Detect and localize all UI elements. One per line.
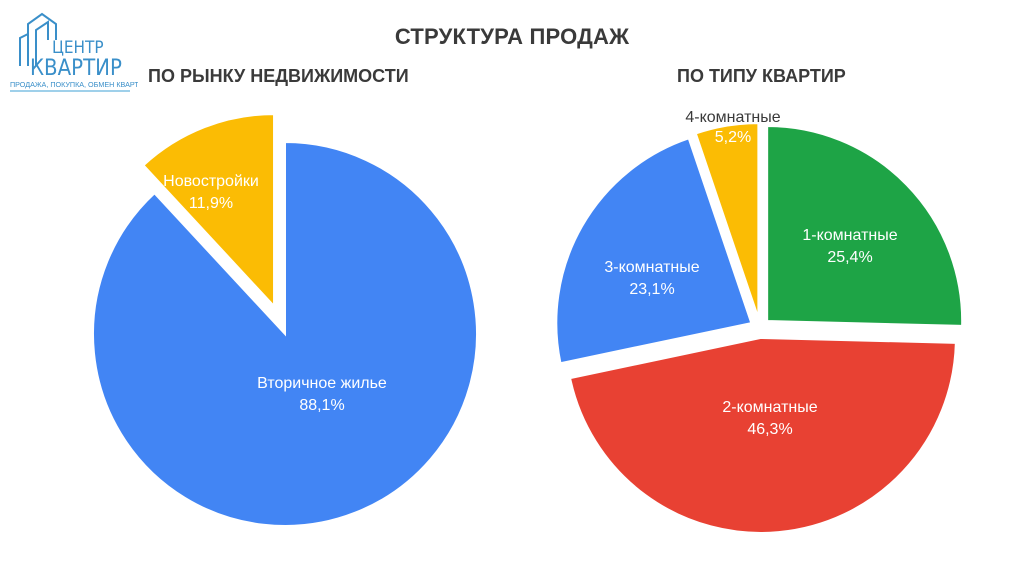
logo-line2: КВАРТИР bbox=[30, 56, 122, 81]
logo-line1: ЦЕНТР bbox=[52, 38, 104, 58]
slice-label: 1-комнатные bbox=[802, 227, 897, 244]
slice-value-label: 46,3% bbox=[747, 421, 792, 438]
slice-label: 3-комнатные bbox=[604, 259, 699, 276]
pie-slice bbox=[142, 113, 276, 309]
company-logo: ЦЕНТР КВАРТИР ПРОДАЖА, ПОКУПКА, ОБМЕН КВ… bbox=[10, 12, 138, 92]
logo-underline bbox=[10, 90, 130, 92]
slice-value-label: 11,9% bbox=[189, 195, 233, 212]
chart-title-rooms: ПО ТИПУ КВАРТИР bbox=[677, 66, 846, 86]
pie-slice bbox=[694, 122, 760, 319]
pie-slice bbox=[92, 140, 478, 527]
pie-slice bbox=[568, 336, 957, 534]
logo-tagline: ПРОДАЖА, ПОКУПКА, ОБМЕН КВАРТИР bbox=[10, 80, 138, 89]
slice-label: 4-комнатные bbox=[685, 109, 780, 126]
slice-value-label: 23,1% bbox=[629, 281, 674, 298]
page-title: СТРУКТУРА ПРОДАЖ bbox=[394, 24, 630, 49]
pie-slice bbox=[766, 125, 964, 327]
slice-value-label: 5,2% bbox=[715, 129, 751, 146]
slice-value-label: 88,1% bbox=[299, 397, 344, 414]
pie-slice bbox=[555, 137, 753, 365]
slice-label: 2-комнатные bbox=[722, 399, 817, 416]
building-icon bbox=[19, 12, 57, 66]
slice-label: Вторичное жилье bbox=[257, 375, 387, 392]
chart-title-market: ПО РЫНКУ НЕДВИЖИМОСТИ bbox=[148, 66, 409, 86]
slice-value-label: 25,4% bbox=[827, 249, 872, 266]
slice-label: Новостройки bbox=[163, 173, 259, 190]
